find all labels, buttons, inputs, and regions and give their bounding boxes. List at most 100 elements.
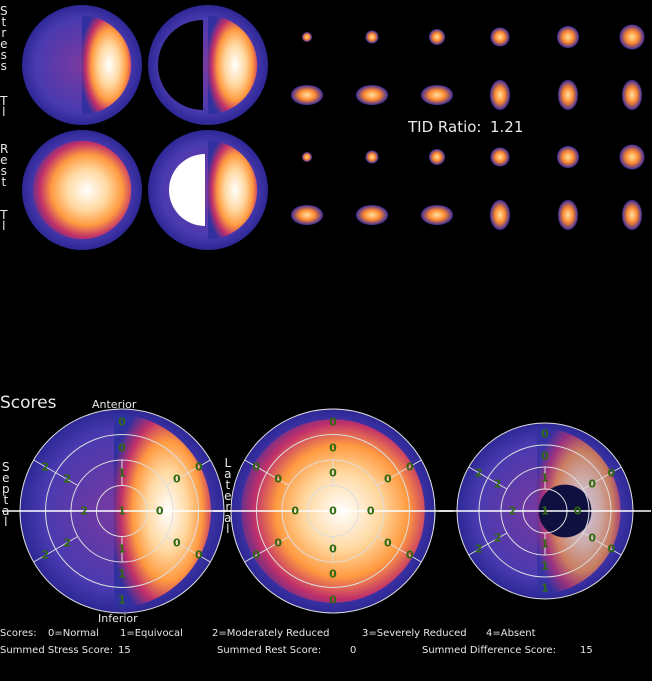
- segment-score: 2: [493, 477, 502, 491]
- slice-image: [622, 200, 642, 230]
- slice-image: [356, 85, 388, 105]
- legend-item: 0=Normal: [48, 628, 99, 639]
- segment-score: 2: [63, 472, 72, 486]
- segment-score: 0: [329, 466, 337, 480]
- segment-score: 1: [118, 466, 126, 480]
- segment-score: 0: [607, 542, 616, 556]
- legend-item: 3=Severely Reduced: [362, 628, 467, 639]
- segment-score: 0: [329, 504, 337, 518]
- segment-score: 0: [588, 477, 597, 491]
- segment-score: 0: [366, 504, 375, 518]
- segment-score: 0: [541, 427, 549, 441]
- segment-score: 1: [118, 567, 126, 581]
- bullseye-image: [32, 140, 132, 240]
- spoke-line: [468, 532, 508, 556]
- summed-score-label: Summed Rest Score:: [217, 645, 322, 656]
- legend-item: 4=Absent: [486, 628, 536, 639]
- bullseye-image: [208, 15, 258, 115]
- spoke-line: [244, 459, 290, 486]
- bullseye-image: [208, 140, 258, 240]
- slice-image: [421, 205, 453, 225]
- slice-image: [291, 205, 323, 225]
- spoke-line: [165, 536, 211, 563]
- scores-title: Scores: [0, 393, 57, 413]
- segment-score: 0: [172, 472, 181, 486]
- segment-score: 1: [541, 504, 549, 518]
- segment-score: 2: [474, 542, 483, 556]
- segment-score: 0: [588, 531, 597, 545]
- segment-score: 1: [118, 542, 126, 556]
- tid-label: TID Ratio:: [408, 118, 482, 136]
- segment-score: 1: [118, 504, 126, 518]
- spoke-line: [33, 459, 79, 486]
- segment-score: 0: [406, 548, 414, 562]
- segment-score: 0: [118, 441, 126, 455]
- slice-image: [365, 30, 379, 44]
- segment-score: 2: [508, 504, 517, 518]
- slice-image: [619, 144, 645, 170]
- segment-score: 0: [172, 536, 181, 550]
- segment-score: 0: [252, 548, 260, 562]
- orientation-label: Lateral: [224, 456, 232, 536]
- slice-image: [490, 80, 510, 110]
- slice-image: [558, 200, 578, 230]
- segment-score: 0: [573, 504, 582, 518]
- legend-item: 1=Equivocal: [120, 628, 183, 639]
- spoke-line: [582, 466, 622, 490]
- slice-image: [429, 29, 445, 45]
- slice-image: [365, 150, 379, 164]
- spoke-line: [33, 536, 79, 563]
- segment-score: 0: [274, 536, 283, 550]
- segment-score: 1: [541, 581, 549, 595]
- segment-score: 0: [291, 504, 300, 518]
- spoke-line: [582, 532, 622, 556]
- spoke-line: [244, 536, 290, 563]
- slice-image: [558, 80, 578, 110]
- tid-value: 1.21: [490, 118, 524, 136]
- slice-image: [490, 27, 510, 47]
- slice-image: [490, 147, 510, 167]
- segment-score: 2: [80, 504, 89, 518]
- segment-score: 0: [329, 593, 337, 607]
- defect-region: [158, 20, 203, 110]
- segment-score: 0: [155, 504, 164, 518]
- slice-image: [619, 24, 645, 50]
- segment-score: 0: [383, 472, 392, 486]
- side-label: Tl: [0, 208, 8, 233]
- spoke-line: [165, 459, 211, 486]
- segment-score: 0: [329, 567, 337, 581]
- orientation-label: Inferior: [98, 612, 138, 625]
- side-label: Rest: [0, 142, 9, 189]
- segment-score: 1: [541, 471, 549, 485]
- segment-score: 0: [118, 415, 126, 429]
- segment-score: 0: [274, 472, 283, 486]
- segment-score: 0: [329, 415, 337, 429]
- slice-image: [421, 85, 453, 105]
- slice-image: [302, 32, 312, 42]
- orientation-label: Septal: [2, 460, 10, 529]
- side-label: Tl: [0, 94, 8, 119]
- legend-title: Scores:: [0, 628, 37, 639]
- segment-score: 1: [118, 593, 126, 607]
- slice-image: [291, 85, 323, 105]
- segment-score: 2: [41, 548, 49, 562]
- slice-image: [302, 152, 312, 162]
- segment-score: 0: [383, 536, 392, 550]
- segment-score: 1: [541, 537, 549, 551]
- spoke-line: [376, 459, 422, 486]
- segment-score: 2: [493, 531, 502, 545]
- segment-score: 0: [195, 548, 203, 562]
- legend-item: 2=Moderately Reduced: [212, 628, 330, 639]
- segment-score: 2: [63, 536, 72, 550]
- segment-score: 0: [607, 466, 616, 480]
- segment-score: 2: [474, 466, 483, 480]
- slice-image: [622, 80, 642, 110]
- side-label: Stress: [0, 4, 8, 73]
- slice-image: [557, 26, 579, 48]
- slice-image: [356, 205, 388, 225]
- slice-image: [490, 200, 510, 230]
- bullseye-image: [82, 15, 132, 115]
- summed-score-value: 0: [350, 645, 357, 656]
- segment-score: 2: [41, 460, 49, 474]
